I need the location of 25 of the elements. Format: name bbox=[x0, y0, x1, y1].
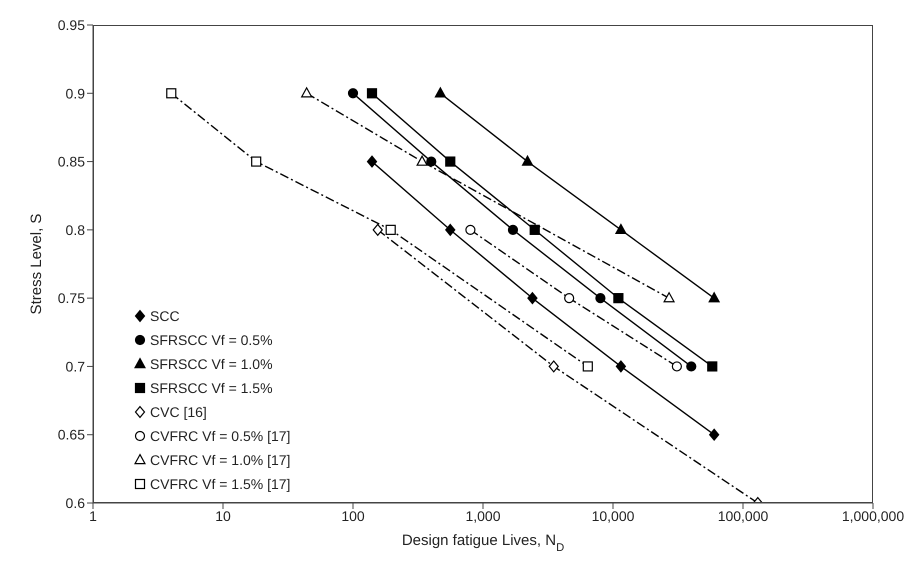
legend-label: CVC [16] bbox=[150, 404, 207, 420]
x-axis-title: Design fatigue Lives, N$_{D}$ bbox=[402, 532, 564, 554]
x-tick-label: 1,000,000 bbox=[842, 508, 904, 524]
legend-label: SCC bbox=[150, 308, 180, 324]
legend-label: SFRSCC Vf = 1.0% bbox=[150, 356, 273, 372]
legend-label: CVFRC Vf = 0.5% [17] bbox=[150, 428, 290, 444]
legend-label: SFRSCC Vf = 1.5% bbox=[150, 380, 273, 396]
y-tick-label: 0.85 bbox=[58, 154, 86, 170]
y-tick-label: 0.8 bbox=[66, 222, 86, 238]
legend-label: CVFRC Vf = 1.0% [17] bbox=[150, 452, 290, 468]
y-tick-label: 0.65 bbox=[58, 426, 86, 443]
x-tick-label: 1,000 bbox=[465, 508, 501, 524]
y-tick-label: 0.6 bbox=[66, 494, 86, 511]
y-tick-label: 0.7 bbox=[66, 358, 86, 374]
y-axis-title: Stress Level, S bbox=[28, 214, 45, 314]
legend-label: SFRSCC Vf = 0.5% bbox=[150, 332, 273, 348]
x-tick-label: 100,000 bbox=[718, 508, 769, 524]
x-tick-label: 1 bbox=[89, 508, 98, 524]
y-tick-label: 0.75 bbox=[58, 290, 86, 306]
y-tick-label: 0.9 bbox=[66, 85, 86, 102]
x-tick-label: 10 bbox=[215, 508, 231, 524]
y-tick-label: 0.95 bbox=[58, 16, 86, 33]
legend-label: CVFRC Vf = 1.5% [17] bbox=[150, 476, 290, 492]
x-tick-label: 10,000 bbox=[592, 508, 635, 524]
x-tick-label: 100 bbox=[341, 508, 365, 524]
